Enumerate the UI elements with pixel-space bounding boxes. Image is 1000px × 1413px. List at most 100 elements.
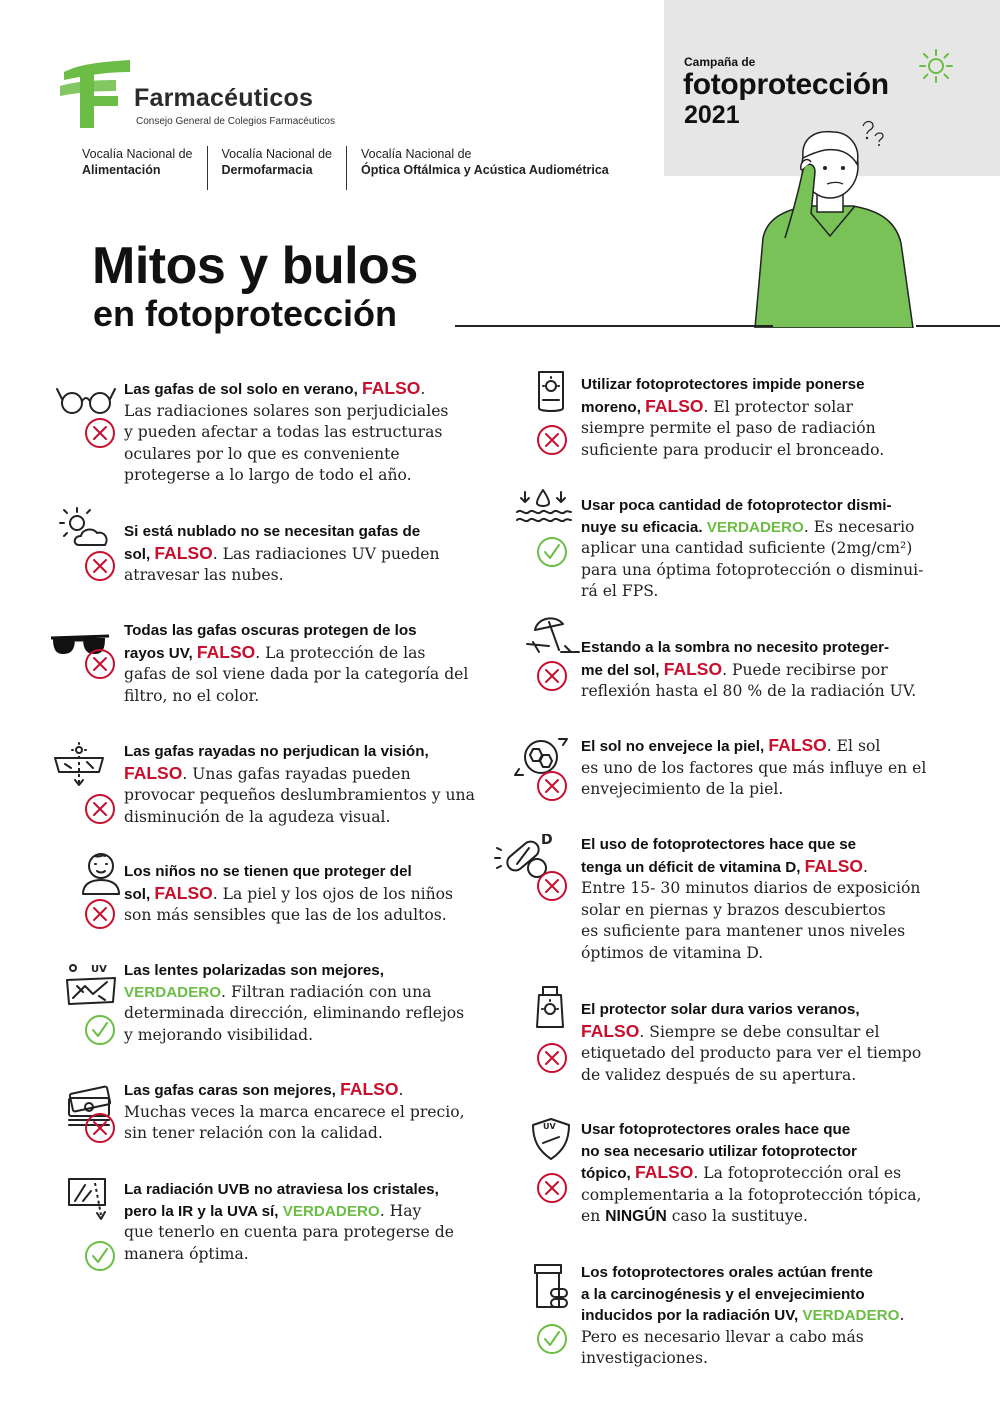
myth-statement: a la carcinogénesis y el envejecimiento [581,1285,865,1303]
myth-text: El protector solar dura varios veranos, F… [581,999,921,1086]
myth-text: Las gafas rayadas no perjudican la visió… [124,741,475,828]
myth-text: Todas las gafas oscuras protegen de los r… [124,620,468,707]
explanation-text: óptimos de vitamina D. [581,943,764,962]
explanation-text: determinada dirección, eliminando reflej… [124,1004,465,1023]
verdict-false-label: FALSO [362,378,421,398]
verdict-false-label: FALSO [768,735,827,755]
text-line: a la carcinogénesis y el envejecimiento [581,1284,904,1306]
verdict-false-label: FALSO [645,395,704,416]
text-line: en NINGÚN caso la sustituye. [581,1206,922,1228]
text-line: reflexión hasta el 80 % de la radiación … [581,681,916,703]
myth-statement: Las gafas rayadas no perjudican la visió… [124,743,429,760]
text-line: rá el FPS. [581,581,923,603]
sunscreen-tube-icon [538,371,564,412]
window-rays-icon [68,1178,106,1220]
text-line: solar en piernas y brazos descubiertos [581,900,920,922]
text-line: es suficiente para mantener unos niveles [581,921,920,943]
title-divider-right [916,325,1000,327]
sun-icon [919,49,953,83]
explanation-text: . Filtran radiación con una [221,982,432,1001]
myth-text: Utilizar fotoprotectores impide ponerse m… [581,374,884,461]
myth-text: Los niños no se tienen que proteger del s… [124,861,453,927]
myth-statement: Usar poca cantidad de fotoprotector dism… [581,497,892,514]
text-line: determinada dirección, eliminando reflej… [124,1003,464,1025]
text-line: envejecimiento de la piel. [581,779,926,801]
myth-statement: La radiación UVB no atraviesa los crista… [124,1181,439,1198]
myth-statement: El sol no envejece la piel, [581,738,769,755]
explanation-text: son más sensibles que las de los adultos… [124,906,447,925]
explanation-text: filtro, no el color. [124,686,260,705]
text-line: FALSO. Unas gafas rayadas pueden [124,763,475,786]
explanation-text: que tenerlo en cuenta para protegerse de [124,1223,454,1242]
vocalia-line1: Vocalía Nacional de [82,147,193,161]
text-line: para una óptima fotoprotección o disminu… [581,560,923,582]
verdict-false-label: FALSO [154,882,213,903]
text-line: oculares por lo que es conveniente [124,444,448,466]
verdict-false-label: FALSO [340,1079,399,1099]
text-line: me del sol, FALSO. Puede recibirse por [581,659,916,682]
beach-umbrella-icon [526,617,580,653]
myth-statement: Todas las gafas oscuras protegen de los [124,622,417,639]
explanation-text: . La fotoprotección oral es [693,1164,902,1183]
explanation-text: manera óptima. [124,1244,249,1263]
verdict-true-label: VERDADERO [802,1307,900,1325]
myth-statement: Las lentes polarizadas son mejores, [124,962,384,979]
org-name: Farmacéuticos [134,84,314,112]
explanation-text: protegerse a lo largo de todo el año. [124,466,412,485]
explanation-text: complementaria a la fotoprotección tópic… [581,1185,922,1204]
myth-text: Los fotoprotectores orales actúan frente… [581,1262,904,1370]
myth-statement: tenga un déficit de vitamina D, [581,858,805,876]
verdict-true-label: VERDADERO [124,983,222,1001]
polarized-lens-icon: UV [66,964,116,1005]
myth-text: Usar fotoprotectores orales hace que no s… [581,1119,922,1228]
myth-statement: Usar fotoprotectores orales hace que [581,1121,851,1138]
explanation-text: . Es necesario [803,517,915,536]
cross-circle-icon [85,551,115,581]
myth-statement: Las gafas de sol solo en verano, [124,381,363,398]
cross-circle-icon [85,1113,115,1143]
text-line: Las gafas de sol solo en verano, FALSO. [124,378,448,401]
explanation-text: . Las radiaciones UV pueden [212,544,440,563]
myth-statement: El protector solar dura varios veranos, [581,1001,860,1018]
uv-shield-icon: UV [532,1118,570,1160]
explanation-text: Entre 15- 30 minutos diarios de exposici… [581,879,921,898]
myth-text: Si está nublado no se necesitan gafas de… [124,521,439,587]
text-line: El sol no envejece la piel, FALSO. El so… [581,735,926,758]
text-line: El uso de fotoprotectores hace que se [581,834,920,856]
text-line: suficiente para producir el bronceado. [581,440,884,462]
text-line: disminución de la agudeza visual. [124,807,475,829]
text-line: Muchas veces la marca encarece el precio… [124,1102,465,1124]
text-line: siempre permite el paso de radiación [581,418,884,440]
explanation-text: caso la sustituye. [666,1207,808,1226]
text-line: óptimos de vitamina D. [581,943,920,965]
explanation-text: rá el FPS. [581,582,659,601]
campaign-label: Campaña de [684,55,756,69]
explanation-text: . Hay [379,1201,422,1220]
glasses-icon [56,388,116,414]
explanation-text: provocar pequeños deslumbramientos y una [124,786,475,805]
explanation-text: Pero es necesario llevar a cabo más [581,1327,864,1346]
explanation-text: . La piel y los ojos de los niños [212,884,454,903]
text-line: rayos UV, FALSO. La protección de las [124,642,468,665]
text-line: FALSO. Siempre se debe consultar el [581,1021,921,1044]
vocalia-line2: Alimentación [82,163,161,177]
myth-statement: pero la IR y la UVA sí, [124,1202,283,1220]
text-line: atravesar las nubes. [124,565,439,587]
explanation-text: siempre permite el paso de radiación [581,419,876,438]
myth-text: El uso de fotoprotectores hace que se ten… [581,834,920,965]
vocalia-optica: Vocalía Nacional de Óptica Oftálmica y A… [361,146,623,190]
myth-statement: Utilizar fotoprotectores impide ponerse [581,376,865,393]
explanation-text: de validez después de su apertura. [581,1065,857,1084]
text-line: Las gafas rayadas no perjudican la visió… [124,741,475,763]
explanation-text: y pueden afectar a todas las estructuras [124,423,443,442]
cross-circle-icon [537,1043,567,1073]
vocalia-dermofarmacia: Vocalía Nacional de Dermofarmacia [222,146,347,190]
myth-statement: Si está nublado no se necesitan gafas de [124,523,421,540]
explanation-text: etiquetado del producto para ver el tiem… [581,1044,922,1063]
pill-bottle-icon [534,1264,568,1308]
text-line: Todas las gafas oscuras protegen de los [124,620,468,642]
text-line: Estando a la sombra no necesito proteger… [581,637,916,659]
explanation-text: . El sol [826,737,881,755]
verdict-false-label: FALSO [154,542,213,563]
text-line: Entre 15- 30 minutos diarios de exposici… [581,878,920,900]
